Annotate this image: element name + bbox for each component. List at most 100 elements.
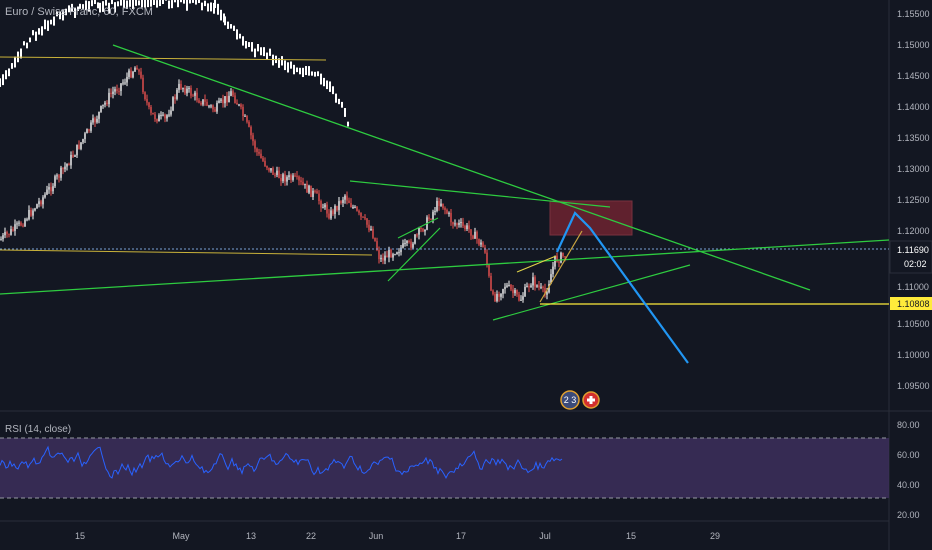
candle-body	[108, 92, 110, 105]
resistance-line[interactable]	[0, 56, 327, 61]
overlay-candle	[311, 71, 313, 76]
rsi-title[interactable]: RSI (14, close)	[5, 424, 72, 435]
time-tick: 15	[75, 531, 85, 541]
candle-body	[208, 105, 210, 107]
candle-body	[504, 286, 506, 290]
candle-body	[206, 101, 208, 106]
candle-body	[194, 92, 196, 96]
overlay-candle	[41, 26, 43, 36]
overlay-candle	[111, 0, 113, 5]
candle-body	[148, 102, 150, 108]
overlay-candle	[305, 66, 307, 76]
candle-body	[432, 211, 434, 220]
candle-body	[552, 266, 554, 275]
wedge-line-top[interactable]	[516, 255, 557, 273]
candle-body	[254, 141, 256, 149]
overlay-candle	[88, 1, 90, 12]
candle-body	[298, 176, 300, 181]
candle-body	[82, 139, 84, 143]
candle-body	[430, 219, 432, 221]
flag-line-1[interactable]	[387, 227, 441, 282]
candle-body	[378, 250, 380, 260]
overlay-candle	[0, 78, 1, 87]
candle-body	[308, 185, 310, 193]
overlay-candle	[308, 66, 310, 76]
candle-body	[282, 174, 284, 182]
candle-body	[512, 289, 514, 294]
overlay-candle	[32, 30, 34, 36]
candle-body	[178, 83, 180, 90]
candle-body	[360, 212, 362, 217]
overlay-candle	[74, 7, 76, 18]
candle-body	[236, 102, 238, 105]
candle-body	[106, 102, 108, 105]
wedge-line-bottom[interactable]	[539, 230, 583, 303]
price-tick: 1.14500	[897, 71, 930, 81]
candle-body	[440, 203, 442, 206]
candle-body	[532, 277, 534, 286]
candle-body	[74, 155, 76, 157]
candle-body	[558, 261, 560, 263]
candle-body	[40, 201, 42, 205]
time-axis[interactable]: 15 May 13 22 Jun 17 Jul 15 29	[75, 531, 720, 541]
overlay-candle	[195, 0, 197, 5]
price-tick: 1.13500	[897, 133, 930, 143]
candle-body	[472, 235, 474, 239]
overlay-candle	[44, 19, 46, 30]
events-badge-icon[interactable]	[560, 390, 580, 410]
candle-body	[364, 217, 366, 219]
events-badge-count: 2 3	[564, 395, 577, 405]
candle-body	[192, 95, 194, 97]
candle-body	[538, 285, 540, 288]
candle-body	[180, 83, 182, 89]
bar-countdown: 02:02	[904, 259, 927, 269]
overlay-candle	[245, 40, 247, 49]
flag-line-2[interactable]	[397, 217, 439, 239]
candle-body	[164, 114, 166, 119]
candle-body	[94, 118, 96, 123]
candle-body	[188, 87, 190, 89]
candle-body	[338, 201, 340, 211]
support-line-yellow[interactable]	[0, 249, 373, 256]
overlay-candle	[68, 5, 70, 13]
candle-body	[274, 174, 276, 176]
candle-body	[48, 187, 50, 190]
candle-body	[216, 102, 218, 112]
candle-body	[416, 234, 418, 236]
candle-body	[186, 88, 188, 94]
overlay-candle	[147, 0, 149, 8]
time-tick: Jun	[369, 531, 384, 541]
candle-body	[468, 225, 470, 230]
overlay-candle	[82, 4, 84, 9]
candle-body	[140, 71, 142, 78]
overlay-candle	[91, 0, 93, 7]
candle-body	[358, 210, 360, 213]
candle-body	[118, 90, 120, 92]
channel-bottom-line[interactable]	[492, 264, 691, 321]
candle-body	[376, 241, 378, 251]
price-tick: 1.10000	[897, 350, 930, 360]
price-axis[interactable]: 1.15500 1.15000 1.14500 1.14000 1.13500 …	[897, 9, 930, 391]
channel-top-line[interactable]	[349, 180, 611, 208]
candle-body	[128, 70, 130, 77]
overlay-candle	[332, 86, 334, 95]
overlay-candle	[35, 31, 37, 41]
candle-body	[126, 76, 128, 83]
candle-body	[462, 221, 464, 226]
overlay-candle	[272, 54, 274, 66]
overlay-candle	[293, 64, 295, 75]
candle-body	[28, 209, 30, 220]
ascending-trendline[interactable]	[0, 239, 890, 295]
symbol-title[interactable]: Euro / Swiss Franc, 60, FXCM	[5, 6, 153, 18]
candle-body	[190, 87, 192, 96]
candle-body	[68, 163, 70, 166]
candle-body	[470, 229, 472, 236]
rsi-axis[interactable]: 80.00 60.00 40.00 20.00	[897, 420, 920, 520]
candle-body	[248, 121, 250, 127]
candlestick-series	[0, 0, 566, 303]
descending-trendline[interactable]	[112, 44, 811, 291]
candle-body	[124, 82, 126, 84]
overlay-candle	[108, 2, 110, 14]
projection-path[interactable]	[556, 211, 689, 364]
